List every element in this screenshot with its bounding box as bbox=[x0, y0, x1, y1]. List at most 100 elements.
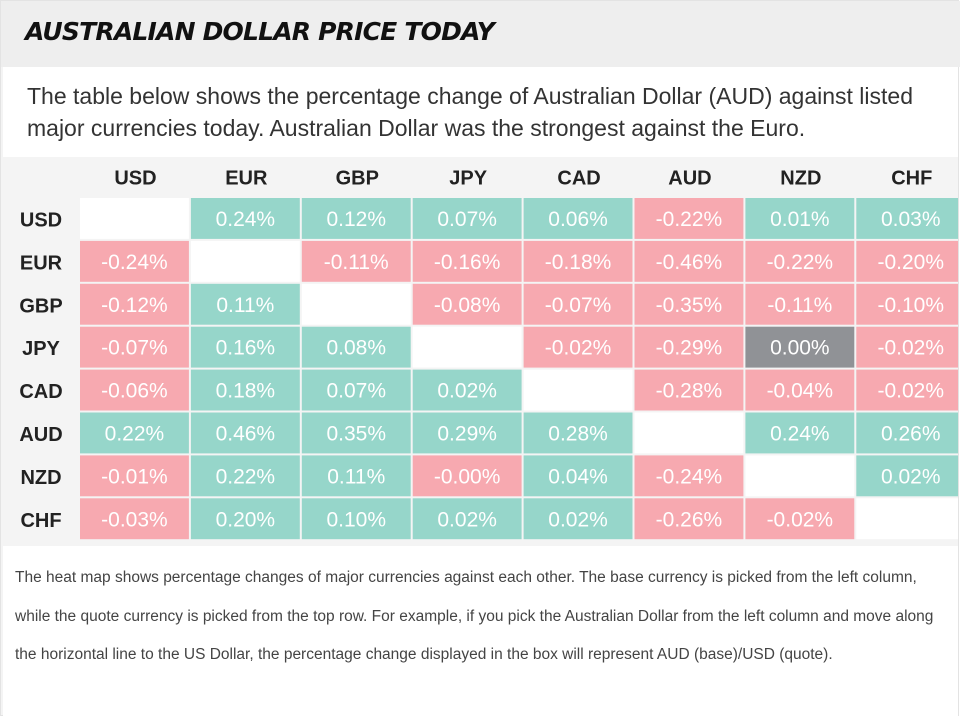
heatmap-cell-aud-jpy[interactable] bbox=[412, 412, 522, 454]
heatmap-cell-eur-usd[interactable] bbox=[80, 240, 189, 282]
cell-value: -0.08% bbox=[434, 294, 501, 317]
currency-heatmap: USD EUR GBP JPY CAD AUD NZD CHF USD 0.24% 0.12% 0.0… bbox=[3, 157, 958, 545]
heatmap-cell-usd-usd[interactable] bbox=[80, 198, 189, 239]
cell-value: -0.04% bbox=[767, 380, 834, 403]
heatmap-cell-usd-chf[interactable] bbox=[856, 198, 958, 239]
cell-value: 0.07% bbox=[326, 380, 386, 403]
heatmap-cell-cad-jpy[interactable] bbox=[412, 369, 522, 411]
cell-value: -0.02% bbox=[545, 337, 612, 360]
heatmap-cell-eur-jpy[interactable] bbox=[412, 240, 522, 282]
heatmap-cell-usd-nzd[interactable] bbox=[745, 198, 855, 239]
cell-value: -0.24% bbox=[656, 465, 723, 488]
heatmap-cell-cad-nzd[interactable] bbox=[745, 369, 855, 411]
cell-value: -0.07% bbox=[545, 294, 612, 317]
heatmap-cell-eur-gbp[interactable] bbox=[301, 240, 411, 282]
cell-value: 0.26% bbox=[881, 422, 941, 445]
cell-value: -0.01% bbox=[101, 465, 168, 488]
heatmap-cell-gbp-chf[interactable] bbox=[856, 283, 958, 325]
heatmap-cell-gbp-aud[interactable] bbox=[634, 283, 744, 325]
cell-value: -0.02% bbox=[767, 508, 834, 531]
heatmap-cell-nzd-eur[interactable] bbox=[190, 455, 300, 497]
heatmap-cell-jpy-usd[interactable] bbox=[80, 326, 189, 368]
cell-value: 0.02% bbox=[437, 380, 497, 403]
heatmap-cell-gbp-nzd[interactable] bbox=[745, 283, 855, 325]
heatmap-cell-chf-usd[interactable] bbox=[80, 498, 189, 540]
heatmap-cell-aud-nzd[interactable] bbox=[745, 412, 855, 454]
heatmap-cell-usd-aud[interactable] bbox=[634, 198, 744, 239]
cell-value: 0.24% bbox=[770, 422, 830, 445]
heatmap-cell-nzd-chf[interactable] bbox=[856, 455, 958, 497]
heatmap-cell-usd-gbp[interactable] bbox=[301, 198, 411, 239]
cell-value: -0.20% bbox=[877, 251, 944, 274]
heatmap-cell-nzd-gbp[interactable] bbox=[301, 455, 411, 497]
heatmap-cell-jpy-nzd[interactable] bbox=[745, 326, 855, 368]
cell-value: -0.35% bbox=[656, 294, 723, 317]
heatmap-cell-cad-usd[interactable] bbox=[80, 369, 189, 411]
cell-value: 0.02% bbox=[881, 465, 941, 488]
intro-box: The table below shows the percentage cha… bbox=[3, 67, 958, 157]
heatmap-cell-jpy-eur[interactable] bbox=[190, 326, 300, 368]
cell-value: -0.02% bbox=[877, 337, 944, 360]
page-title: AUSTRALIAN DOLLAR PRICE TODAY bbox=[25, 17, 495, 46]
heatmap-cell-chf-jpy[interactable] bbox=[412, 498, 522, 540]
heatmap-cell-nzd-nzd[interactable] bbox=[745, 455, 855, 497]
heatmap-cell-aud-gbp[interactable] bbox=[301, 412, 411, 454]
cell-value: -0.12% bbox=[101, 294, 168, 317]
heatmap-cell-cad-aud[interactable] bbox=[634, 369, 744, 411]
heatmap-cell-cad-eur[interactable] bbox=[190, 369, 300, 411]
heatmap-cell-gbp-usd[interactable] bbox=[80, 283, 189, 325]
row-header-jpy: JPY bbox=[22, 338, 60, 360]
cell-value: 0.18% bbox=[216, 380, 276, 403]
heatmap-cell-chf-chf[interactable] bbox=[856, 498, 958, 540]
heatmap-cell-gbp-cad[interactable] bbox=[523, 283, 633, 325]
row-header-eur: EUR bbox=[20, 252, 63, 274]
heatmap-cell-usd-eur[interactable] bbox=[190, 198, 300, 239]
heatmap-cell-jpy-aud[interactable] bbox=[634, 326, 744, 368]
heatmap-cell-eur-aud[interactable] bbox=[634, 240, 744, 282]
cell-value: -0.03% bbox=[101, 508, 168, 531]
heatmap-cell-aud-aud[interactable] bbox=[634, 412, 744, 454]
heatmap-cell-cad-gbp[interactable] bbox=[301, 369, 411, 411]
heatmap-cell-nzd-usd[interactable] bbox=[80, 455, 189, 497]
heatmap-cell-nzd-cad[interactable] bbox=[523, 455, 633, 497]
heatmap-cell-chf-aud[interactable] bbox=[634, 498, 744, 540]
row-header-nzd: NZD bbox=[20, 467, 61, 489]
cell-value: 0.06% bbox=[548, 208, 608, 231]
heatmap-cell-nzd-jpy[interactable] bbox=[412, 455, 522, 497]
heatmap-cell-gbp-gbp[interactable] bbox=[301, 283, 411, 325]
heatmap-cell-cad-cad[interactable] bbox=[523, 369, 633, 411]
heatmap-cell-gbp-jpy[interactable] bbox=[412, 283, 522, 325]
heatmap-cell-aud-eur[interactable] bbox=[190, 412, 300, 454]
heatmap-cell-chf-nzd[interactable] bbox=[745, 498, 855, 540]
cell-value: 0.08% bbox=[326, 337, 386, 360]
heatmap-cell-aud-chf[interactable] bbox=[856, 412, 958, 454]
heatmap-cell-aud-cad[interactable] bbox=[523, 412, 633, 454]
heatmap-cell-chf-cad[interactable] bbox=[523, 498, 633, 540]
heatmap-cell-eur-cad[interactable] bbox=[523, 240, 633, 282]
cell-value: -0.00% bbox=[434, 465, 501, 488]
cell-value: 0.22% bbox=[216, 465, 276, 488]
cell-value: 0.01% bbox=[770, 208, 830, 231]
heatmap-cell-gbp-eur[interactable] bbox=[190, 283, 300, 325]
heatmap-cell-usd-jpy[interactable] bbox=[412, 198, 522, 239]
cell-value: 0.03% bbox=[881, 208, 941, 231]
heatmap-cell-jpy-gbp[interactable] bbox=[301, 326, 411, 368]
heatmap-cell-usd-cad[interactable] bbox=[523, 198, 633, 239]
heatmap-cell-jpy-chf[interactable] bbox=[856, 326, 958, 368]
row-header-gbp: GBP bbox=[19, 295, 62, 317]
heatmap-cell-chf-eur[interactable] bbox=[190, 498, 300, 540]
heatmap-cell-jpy-cad[interactable] bbox=[523, 326, 633, 368]
cell-value: 0.02% bbox=[548, 508, 608, 531]
heatmap-cell-aud-usd[interactable] bbox=[80, 412, 189, 454]
heatmap-cell-chf-gbp[interactable] bbox=[301, 498, 411, 540]
heatmap-cell-nzd-aud[interactable] bbox=[634, 455, 744, 497]
cell-value: -0.22% bbox=[767, 251, 834, 274]
heatmap-cell-cad-chf[interactable] bbox=[856, 369, 958, 411]
heatmap-cell-eur-eur[interactable] bbox=[190, 240, 300, 282]
heatmap-cell-jpy-jpy[interactable] bbox=[412, 326, 522, 368]
heatmap-cell-eur-nzd[interactable] bbox=[745, 240, 855, 282]
heatmap-cell-eur-chf[interactable] bbox=[856, 240, 958, 282]
cell-value: -0.06% bbox=[101, 380, 168, 403]
cell-value: 0.20% bbox=[216, 508, 276, 531]
col-header-chf: CHF bbox=[891, 168, 932, 190]
